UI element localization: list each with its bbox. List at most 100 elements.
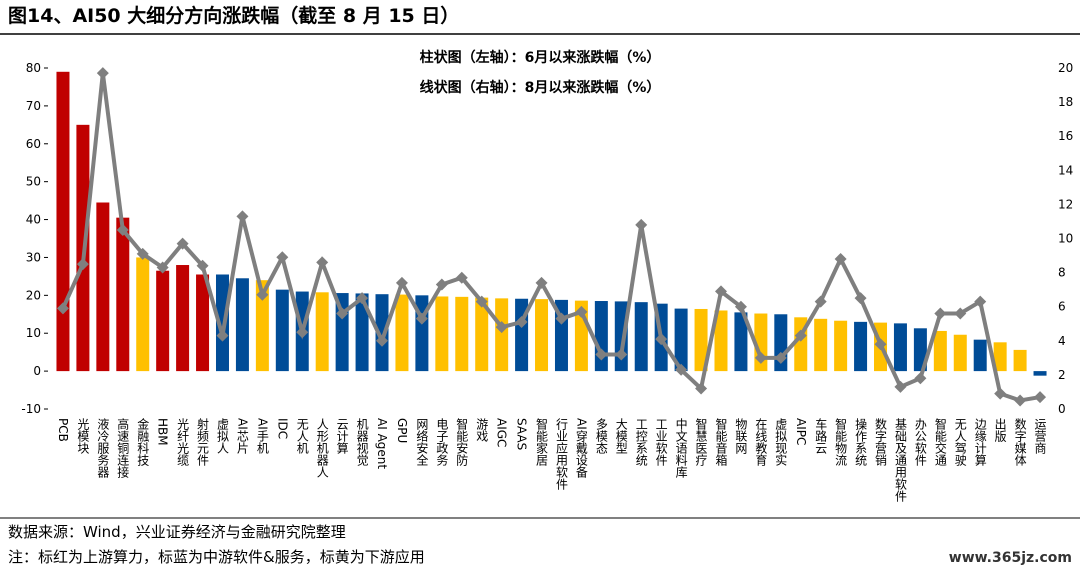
bar bbox=[634, 302, 648, 372]
y2-tick-label: 16 bbox=[1058, 129, 1073, 143]
x-tick-label: AI穿戴设备 bbox=[574, 418, 588, 478]
x-tick-label: SAAS bbox=[515, 418, 529, 450]
marker bbox=[435, 278, 448, 291]
x-tick-label: 数字营销 bbox=[874, 417, 888, 466]
x-tick-label: 基础及通用软件 bbox=[893, 418, 907, 502]
x-tick-label: 金融科技 bbox=[136, 417, 150, 466]
marker bbox=[555, 312, 568, 325]
marker bbox=[734, 300, 747, 313]
marker bbox=[635, 218, 648, 231]
y2-tick-label: 10 bbox=[1058, 232, 1073, 246]
bar bbox=[814, 318, 828, 372]
bar bbox=[235, 278, 249, 372]
marker bbox=[595, 348, 608, 361]
marker bbox=[1014, 394, 1027, 407]
x-tick-label: 人形机器人 bbox=[315, 418, 329, 478]
marker bbox=[814, 295, 827, 308]
marker bbox=[695, 382, 708, 395]
marker bbox=[714, 285, 727, 298]
bar bbox=[594, 301, 608, 372]
chart-title: 图14、AI50 大细分方向涨跌幅（截至 8 月 15 日） bbox=[8, 4, 459, 27]
x-tick-label: IDC bbox=[275, 418, 289, 439]
bar bbox=[953, 334, 967, 372]
bar bbox=[1013, 349, 1027, 372]
y2-tick-label: 20 bbox=[1058, 61, 1073, 75]
bar bbox=[116, 217, 130, 372]
x-tick-label: 智慧医疗 bbox=[694, 417, 708, 467]
bar bbox=[395, 294, 409, 372]
marker bbox=[934, 307, 947, 320]
x-tick-label: 数字媒体 bbox=[1013, 417, 1027, 467]
marker bbox=[774, 351, 787, 364]
x-tick-label: 液冷服务器 bbox=[96, 417, 110, 479]
marker bbox=[874, 338, 887, 351]
x-tick-label: 无人机 bbox=[295, 418, 309, 454]
marker bbox=[974, 295, 987, 308]
legend-entry: 线状图（右轴）：8月以来涨跌幅（%） bbox=[420, 79, 661, 96]
x-tick-label: 大模型 bbox=[614, 418, 628, 454]
marker bbox=[376, 334, 389, 347]
marker bbox=[76, 258, 89, 271]
y-tick-label: 70 bbox=[26, 99, 41, 113]
marker bbox=[794, 329, 807, 342]
legend-entry: 柱状图（左轴）：6月以来涨跌幅（%） bbox=[420, 49, 661, 66]
bar bbox=[535, 299, 549, 372]
y2-tick-label: 14 bbox=[1058, 163, 1073, 177]
marker bbox=[395, 276, 408, 289]
bar bbox=[435, 296, 449, 372]
bar bbox=[993, 342, 1007, 372]
note: 注：标红为上游算力，标蓝为中游软件&服务，标黄为下游应用 bbox=[8, 548, 425, 566]
source: 数据来源：Wind，兴业证券经济与金融研究院整理 bbox=[8, 523, 346, 541]
marker bbox=[655, 333, 668, 346]
bar bbox=[734, 312, 748, 372]
bar bbox=[714, 310, 728, 372]
y-tick-label: 20 bbox=[26, 288, 41, 302]
y2-tick-label: 2 bbox=[1058, 368, 1066, 382]
marker bbox=[515, 316, 528, 329]
x-tick-label: 游戏 bbox=[475, 418, 489, 443]
bar bbox=[913, 328, 927, 372]
x-tick-label: 行业应用软件 bbox=[554, 418, 568, 490]
marker bbox=[136, 247, 149, 260]
y-tick-label: 0 bbox=[33, 364, 41, 378]
bar bbox=[495, 298, 509, 372]
x-tick-label: 智能家居 bbox=[535, 417, 549, 467]
marker bbox=[415, 312, 428, 325]
marker bbox=[914, 372, 927, 385]
x-tick-label: AI手机 bbox=[255, 418, 269, 454]
marker bbox=[356, 292, 369, 305]
x-tick-label: AI芯片 bbox=[235, 418, 249, 454]
bar bbox=[973, 339, 987, 372]
bar bbox=[215, 274, 229, 372]
x-tick-label: 在线教育 bbox=[754, 418, 768, 467]
marker bbox=[116, 223, 129, 236]
x-tick-label: 云计算 bbox=[335, 418, 349, 454]
bar bbox=[933, 330, 947, 372]
bar bbox=[275, 289, 289, 372]
bar bbox=[375, 294, 389, 372]
x-tick-label: 多模态 bbox=[594, 418, 608, 454]
marker bbox=[56, 302, 69, 315]
marker bbox=[535, 276, 548, 289]
marker bbox=[575, 305, 588, 318]
marker bbox=[276, 251, 289, 264]
marker bbox=[994, 387, 1007, 400]
bar bbox=[854, 321, 868, 372]
x-tick-label: 边缘计算 bbox=[973, 418, 987, 466]
x-tick-label: 虚拟现实 bbox=[774, 418, 788, 466]
x-tick-label: HBM bbox=[156, 418, 170, 446]
line bbox=[61, 72, 1041, 403]
marker bbox=[675, 363, 688, 376]
bar bbox=[156, 270, 170, 372]
marker bbox=[236, 210, 249, 223]
bar bbox=[96, 202, 110, 372]
bar bbox=[674, 308, 688, 372]
marker bbox=[196, 259, 209, 272]
marker bbox=[296, 326, 309, 339]
x-tick-label: 智能交通 bbox=[933, 417, 947, 466]
x-tick-label: 高速铜连接 bbox=[116, 417, 130, 478]
bar bbox=[355, 293, 369, 372]
bar bbox=[455, 296, 469, 372]
marker bbox=[216, 329, 229, 342]
x-tick-label: 出版 bbox=[993, 418, 1007, 443]
